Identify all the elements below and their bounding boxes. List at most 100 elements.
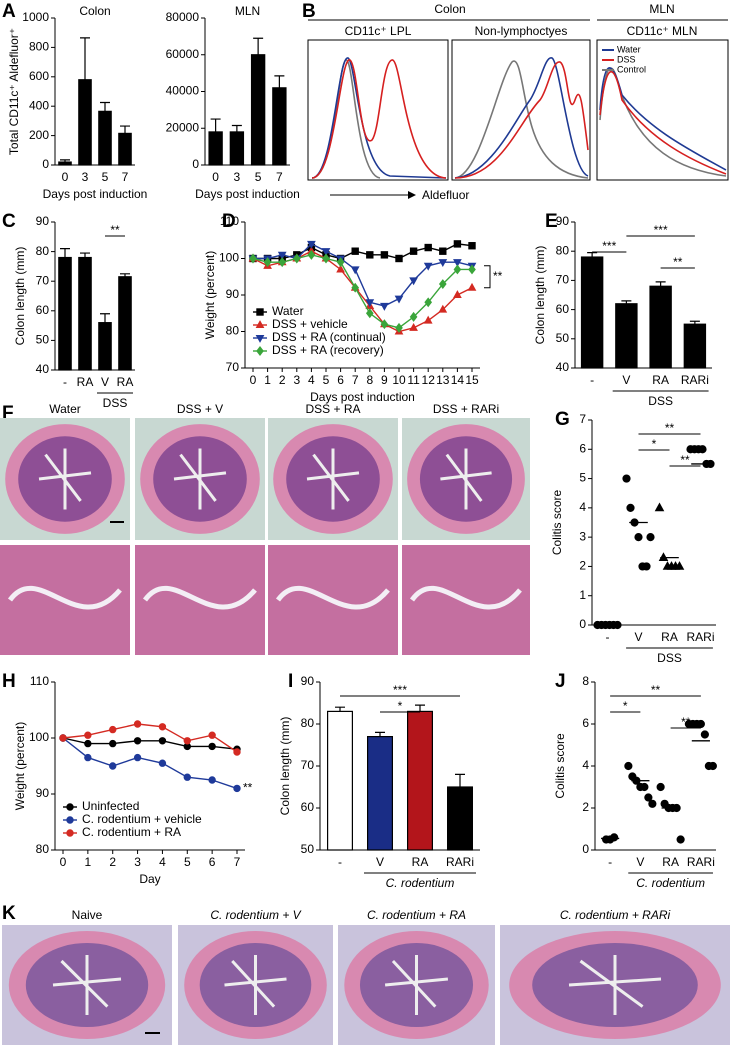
histogram-curve bbox=[599, 70, 727, 175]
panel-letter: J bbox=[555, 671, 566, 692]
series-line bbox=[62, 723, 238, 753]
lumen bbox=[384, 955, 449, 1015]
marker bbox=[256, 308, 264, 316]
lumen bbox=[306, 448, 360, 510]
image-label: Water bbox=[49, 402, 81, 416]
bar bbox=[580, 256, 604, 369]
y-tick-label: 4 bbox=[579, 500, 586, 514]
bar bbox=[98, 322, 112, 371]
bar bbox=[649, 285, 672, 369]
marker bbox=[409, 311, 418, 322]
y-tick-label: 110 bbox=[30, 674, 49, 688]
flow-box bbox=[307, 39, 449, 181]
y-tick-label: 1 bbox=[579, 588, 586, 602]
legend-label: C. rodentium + RA bbox=[82, 825, 181, 839]
marker bbox=[158, 737, 167, 745]
marker bbox=[453, 240, 462, 248]
bar bbox=[98, 110, 112, 166]
legend-label: Water bbox=[617, 44, 641, 54]
flow-plot-title: Non-lymphoctyes bbox=[475, 24, 568, 38]
group-label: C. rodentium bbox=[386, 876, 455, 890]
marker bbox=[336, 257, 345, 268]
group-label: C. rodentium bbox=[636, 876, 705, 890]
marker bbox=[321, 248, 331, 257]
marker bbox=[642, 562, 651, 571]
y-tick-label: 2 bbox=[582, 800, 589, 814]
x-tick-label: RARi bbox=[446, 855, 474, 869]
marker bbox=[409, 322, 418, 331]
marker bbox=[656, 782, 665, 792]
y-axis-label: Colon length (mm) bbox=[278, 717, 292, 816]
lumen bbox=[224, 955, 287, 1015]
flow-header: MLN bbox=[649, 2, 674, 16]
marker bbox=[366, 251, 374, 259]
marker bbox=[380, 251, 389, 259]
y-axis-label: Colon length (mm) bbox=[533, 246, 547, 345]
bar bbox=[78, 79, 92, 166]
marker bbox=[395, 254, 403, 263]
error-bar bbox=[100, 101, 110, 112]
x-tick-label: 6 bbox=[337, 373, 344, 387]
y-tick-label: 60 bbox=[556, 302, 570, 316]
marker bbox=[183, 737, 191, 745]
bar bbox=[250, 54, 266, 166]
marker bbox=[468, 264, 476, 275]
x-tick-label: 11 bbox=[407, 373, 420, 387]
marker bbox=[700, 730, 709, 739]
x-axis-label: Days post induction bbox=[195, 187, 300, 201]
y-tick-label: 90 bbox=[36, 786, 50, 800]
error-bar bbox=[120, 125, 130, 134]
error-bar bbox=[621, 300, 632, 304]
x-tick-label: 14 bbox=[451, 373, 465, 387]
bar bbox=[615, 303, 638, 369]
y-tick-label: 40 bbox=[36, 362, 50, 376]
x-tick-label: - bbox=[606, 630, 610, 644]
image-label: C. rodentium + RARi bbox=[560, 908, 671, 922]
marker bbox=[133, 737, 142, 745]
y-tick-label: 60 bbox=[301, 800, 315, 814]
marker bbox=[640, 782, 649, 792]
flow-plot-title: CD11c⁺ LPL bbox=[345, 24, 412, 38]
x-tick-label: 0 bbox=[60, 855, 67, 869]
lumen bbox=[38, 448, 92, 510]
bar bbox=[447, 786, 474, 851]
significance-label: ** bbox=[243, 781, 253, 795]
x-tick-label: 3 bbox=[234, 170, 241, 184]
x-tick-label: 5 bbox=[323, 373, 330, 387]
x-tick-label: 8 bbox=[366, 373, 373, 387]
y-tick-label: 80 bbox=[226, 324, 240, 338]
chart-title: MLN bbox=[235, 4, 260, 18]
y-tick-label: 80 bbox=[36, 842, 50, 856]
x-tick-label: V bbox=[634, 630, 642, 644]
y-tick-label: 90 bbox=[36, 214, 50, 228]
marker bbox=[256, 346, 264, 356]
panel-letter: H bbox=[2, 671, 16, 692]
series-line bbox=[62, 737, 238, 750]
significance-label: ** bbox=[673, 255, 683, 269]
marker bbox=[208, 742, 216, 751]
y-tick-label: 200 bbox=[29, 128, 49, 142]
marker bbox=[696, 719, 705, 729]
significance-label: ** bbox=[665, 421, 675, 435]
legend-label: Uninfected bbox=[82, 799, 139, 813]
error-bar bbox=[655, 281, 666, 287]
marker bbox=[438, 304, 448, 313]
y-tick-label: 8 bbox=[582, 674, 589, 688]
marker bbox=[336, 264, 345, 273]
y-tick-label: 5 bbox=[579, 471, 586, 485]
marker bbox=[233, 784, 241, 793]
marker bbox=[208, 731, 216, 739]
marker bbox=[292, 253, 301, 264]
glands bbox=[409, 585, 522, 610]
significance-label: ** bbox=[493, 269, 503, 283]
x-tick-label: 13 bbox=[436, 373, 450, 387]
x-tick-label: 2 bbox=[279, 373, 286, 387]
marker bbox=[277, 251, 287, 260]
group-label: DSS bbox=[103, 396, 128, 410]
x-tick-label: RA bbox=[661, 630, 678, 644]
panel-letter: I bbox=[288, 671, 293, 692]
chart-title: Colon bbox=[79, 4, 110, 18]
x-tick-label: - bbox=[338, 855, 342, 869]
marker bbox=[654, 502, 665, 512]
lumen bbox=[173, 448, 227, 510]
